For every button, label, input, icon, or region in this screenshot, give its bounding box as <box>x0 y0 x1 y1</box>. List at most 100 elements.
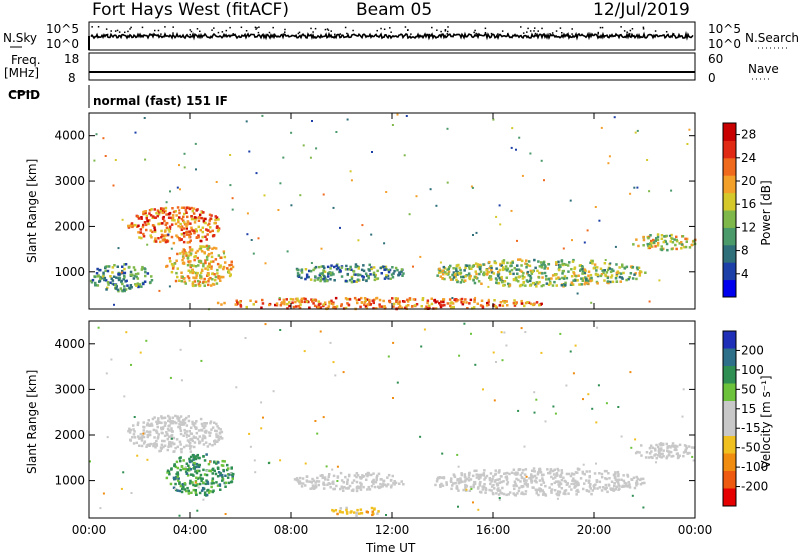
power-echo-cell <box>350 275 354 279</box>
nsky-dot <box>273 33 276 35</box>
power-echo-cell <box>229 273 232 276</box>
power-echo-cell <box>330 299 333 303</box>
velocity-ytick-label: 1000 <box>54 474 85 488</box>
velocity-echo-cell <box>535 481 538 484</box>
power-echo-cell <box>391 276 395 279</box>
velocity-echo-cell <box>219 488 222 491</box>
nsky-dot <box>561 31 563 34</box>
velocity-echo-cell <box>503 472 506 475</box>
velocity-echo-cell <box>616 470 620 474</box>
velocity-echo-cell <box>185 430 189 433</box>
power-colorbar-segment <box>723 123 736 141</box>
velocity-echo-cell <box>666 446 669 450</box>
velocity-echo-cell <box>188 440 191 444</box>
velocity-echo-cell <box>477 476 480 479</box>
power-echo-cell <box>501 260 504 263</box>
velocity-speckle <box>264 323 267 326</box>
power-echo-cell <box>650 239 653 243</box>
power-speckle <box>248 150 251 153</box>
power-echo-cell <box>479 270 483 273</box>
velocity-echo-cell <box>574 485 577 488</box>
power-echo-cell <box>171 218 174 222</box>
velocity-echo-cell <box>187 434 191 438</box>
velocity-echo-cell <box>194 489 197 492</box>
velocity-echo-cell <box>567 492 570 495</box>
velocity-echo-cell <box>499 475 503 478</box>
velocity-echo-cell <box>163 421 167 424</box>
velocity-echo-cell <box>166 448 169 452</box>
velocity-echo-cell <box>209 469 213 473</box>
power-echo-cell <box>684 237 687 241</box>
velocity-echo-cell <box>326 478 330 481</box>
power-echo-cell <box>454 275 457 278</box>
power-echo-cell <box>196 208 199 211</box>
velocity-echo-cell <box>165 431 168 434</box>
power-speckle <box>510 209 513 212</box>
velocity-echo-cell <box>575 489 578 493</box>
velocity-echo-cell <box>302 482 305 485</box>
power-echo-cell <box>190 269 194 272</box>
power-echo-cell <box>137 285 140 289</box>
velocity-echo-cell <box>216 484 220 487</box>
velocity-echo-cell <box>462 488 465 492</box>
power-echo-cell <box>281 301 284 304</box>
power-echo-cell <box>89 279 93 283</box>
power-echo-cell <box>449 264 452 268</box>
velocity-echo-cell <box>481 488 485 491</box>
power-echo-cell <box>182 240 186 244</box>
nsky-dot <box>352 29 354 32</box>
velocity-colorbar-tick-label: 15 <box>741 402 756 416</box>
power-echo-cell <box>472 306 476 309</box>
velocity-echo-cell <box>189 473 193 476</box>
velocity-echo-cell <box>468 472 471 475</box>
power-speckle <box>229 184 232 187</box>
power-echo-cell <box>448 276 452 279</box>
velocity-echo-cell <box>635 484 638 487</box>
velocity-speckle <box>229 472 232 475</box>
velocity-echo-cell <box>163 439 166 443</box>
velocity-echo-cell <box>556 480 559 484</box>
power-speckle <box>158 289 161 292</box>
velocity-echo-cell <box>175 460 179 464</box>
power-echo-cell <box>124 288 128 291</box>
power-speckle <box>648 300 651 303</box>
power-echo-cell <box>681 235 685 238</box>
velocity-echo-cell <box>185 444 188 447</box>
velocity-echo-cell <box>226 476 230 479</box>
nsky-dot <box>672 33 675 35</box>
power-echo-cell <box>215 282 219 285</box>
power-echo-cell <box>448 298 452 301</box>
nsky-trace <box>90 30 694 41</box>
velocity-speckle <box>533 391 536 394</box>
velocity-echo-cell <box>216 425 219 428</box>
power-echo-cell <box>442 272 445 276</box>
nsky-dot <box>97 26 100 28</box>
power-speckle <box>686 143 689 145</box>
power-echo-cell <box>159 240 162 244</box>
velocity-speckle <box>329 341 332 344</box>
power-echo-cell <box>327 275 330 278</box>
power-echo-cell <box>156 214 159 218</box>
velocity-echo-cell <box>542 473 545 476</box>
velocity-echo-cell <box>621 485 624 488</box>
power-echo-cell <box>214 247 218 250</box>
velocity-echo-cell <box>194 436 198 439</box>
power-speckle <box>286 250 289 253</box>
power-colorbar-segment <box>723 262 736 281</box>
power-echo-cell <box>340 266 344 269</box>
velocity-echo-cell <box>464 483 467 487</box>
power-echo-cell <box>133 268 137 272</box>
velocity-echo-cell <box>219 428 222 431</box>
power-speckle <box>391 124 394 126</box>
velocity-echo-cell <box>581 472 585 475</box>
power-echo-cell <box>604 274 608 278</box>
power-echo-cell <box>372 271 376 275</box>
velocity-echo-cell <box>367 471 370 475</box>
velocity-echo-cell <box>309 487 312 490</box>
power-echo-cell <box>200 239 203 243</box>
power-echo-cell <box>478 267 482 271</box>
power-echo-cell <box>168 227 172 230</box>
velocity-echo-cell <box>163 424 167 427</box>
nsky-dot <box>390 31 392 33</box>
velocity-speckle <box>396 381 399 384</box>
